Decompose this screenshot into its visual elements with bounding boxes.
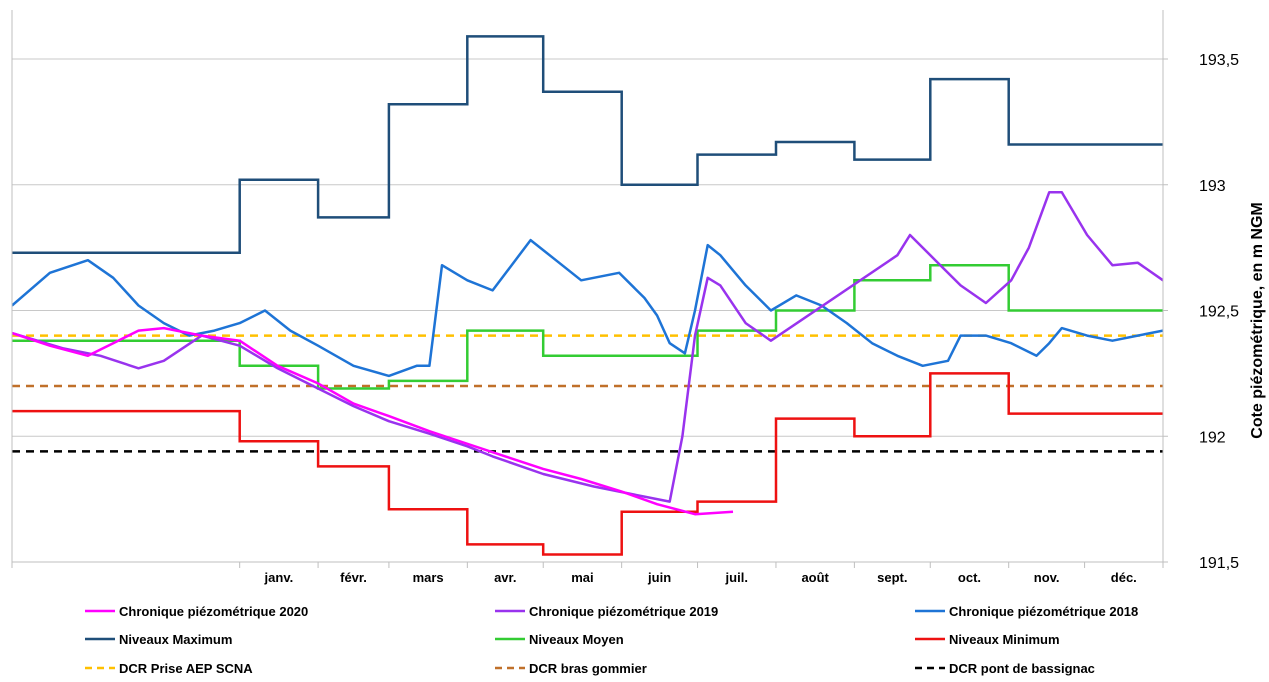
legend-item-dcr-prise-aep-scna: DCR Prise AEP SCNA: [85, 661, 253, 676]
y-tick-label: 192,5: [1199, 304, 1239, 321]
x-tick-label: sept.: [877, 570, 907, 585]
y-tick-label: 193: [1199, 178, 1226, 195]
x-tick-label: nov.: [1034, 570, 1060, 585]
series-chronique-piezometrique-2019: [12, 191, 1163, 503]
legend-label: DCR bras gommier: [529, 661, 647, 676]
x-tick-label: août: [801, 570, 829, 585]
legend-item-niveaux-moyen: Niveaux Moyen: [495, 632, 624, 647]
series-niveaux-moyen: [12, 263, 1163, 390]
legend-label: Niveaux Minimum: [949, 632, 1060, 647]
legend-item-dcr-bras-gommier: DCR bras gommier: [495, 661, 647, 676]
x-tick-label: avr.: [494, 570, 516, 585]
series-chronique-piezometrique-2020: [12, 326, 734, 516]
series-layer: [12, 35, 1163, 556]
legend-label: Chronique piézométrique 2019: [529, 604, 718, 619]
grid-lines: [12, 58, 1163, 437]
x-tick-label: mars: [413, 570, 444, 585]
x-tick-label: févr.: [340, 570, 367, 585]
legend-item-chronique-piezometrique-2018: Chronique piézométrique 2018: [915, 604, 1138, 619]
legend: Chronique piézométrique 2020 Chronique pi…: [85, 604, 1138, 676]
x-tick-label: mai: [571, 570, 593, 585]
legend-label: DCR Prise AEP SCNA: [119, 661, 253, 676]
y-tick-label: 191,5: [1199, 555, 1239, 572]
series-niveaux-maximum: [12, 35, 1163, 254]
x-tick-label: déc.: [1111, 570, 1137, 585]
legend-label: Chronique piézométrique 2020: [119, 604, 308, 619]
legend-item-niveaux-minimum: Niveaux Minimum: [915, 632, 1060, 647]
legend-item-niveaux-maximum: Niveaux Maximum: [85, 632, 232, 647]
series-chronique-piezometrique-2018: [12, 238, 1163, 378]
axis-layer: 191,5 192 192,5 193 193,5 janv. févr. mars avr. m…: [11, 10, 1239, 585]
x-tick-label: juil.: [725, 570, 748, 585]
legend-label: Niveaux Maximum: [119, 632, 232, 647]
legend-label: DCR pont de bassignac: [949, 661, 1095, 676]
legend-label: Niveaux Moyen: [529, 632, 624, 647]
y-tick-label: 192: [1199, 429, 1226, 446]
legend-item-chronique-piezometrique-2019: Chronique piézométrique 2019: [495, 604, 718, 619]
legend-item-chronique-piezometrique-2020: Chronique piézométrique 2020: [85, 604, 308, 619]
y-axis-label: Cote piézométrique, en m NGM: [1249, 202, 1266, 438]
x-tick-label: janv.: [264, 570, 294, 585]
x-tick-label: juin: [647, 570, 671, 585]
x-tick-label: oct.: [958, 570, 981, 585]
legend-label: Chronique piézométrique 2018: [949, 604, 1138, 619]
y-tick-label: 193,5: [1199, 52, 1239, 69]
legend-item-dcr-pont-de-bassignac: DCR pont de bassignac: [915, 661, 1095, 676]
series-niveaux-minimum: [12, 372, 1163, 556]
